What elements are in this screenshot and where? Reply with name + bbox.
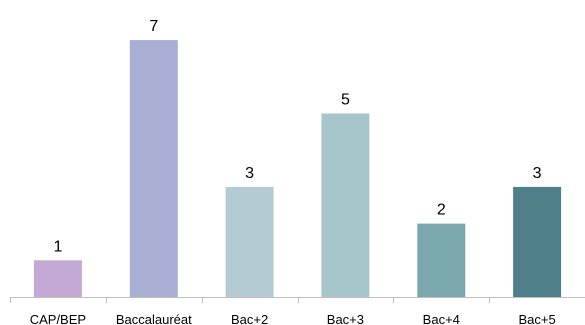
bar-value-label: 7 xyxy=(149,18,158,35)
bar xyxy=(417,223,466,297)
bar-value-label: 2 xyxy=(437,202,446,219)
bar xyxy=(129,40,178,297)
bar xyxy=(513,186,562,297)
category-label: Baccalauréat xyxy=(116,312,192,325)
bar-value-label: 3 xyxy=(533,165,542,182)
category-label: Bac+4 xyxy=(423,312,460,325)
category-label: Bac+2 xyxy=(231,312,268,325)
bar xyxy=(321,113,370,297)
category-label: Bac+3 xyxy=(327,312,364,325)
category-label: CAP/BEP xyxy=(30,312,86,325)
x-axis-tick-labels: CAP/BEP Baccalauréat Bac+2 Bac+3 Bac+4 Bac+5 xyxy=(30,312,556,325)
bars-group xyxy=(33,40,562,297)
bar xyxy=(33,260,82,297)
category-label: Bac+5 xyxy=(518,312,555,325)
bar xyxy=(225,186,274,297)
x-axis-ticks xyxy=(10,297,490,303)
bar-value-label: 1 xyxy=(53,238,62,255)
bar-value-label: 3 xyxy=(245,165,254,182)
bar-value-label: 5 xyxy=(341,92,350,109)
value-labels-group: 1 7 3 5 2 3 xyxy=(53,18,541,255)
